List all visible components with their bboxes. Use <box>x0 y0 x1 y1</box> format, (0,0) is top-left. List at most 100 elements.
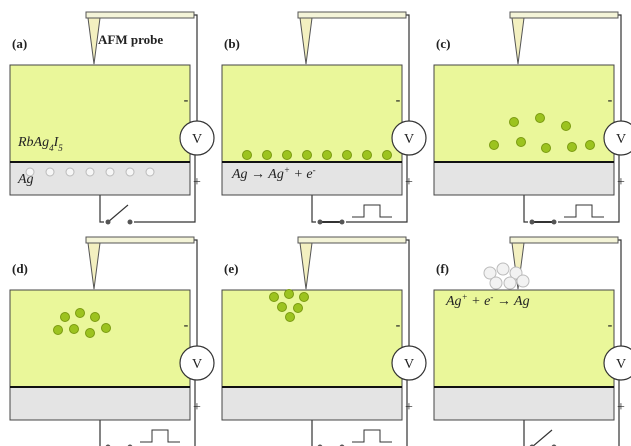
electrolyte <box>222 290 402 387</box>
silver-ion <box>285 290 294 299</box>
silver-ion <box>383 151 392 160</box>
silver-ion <box>510 118 519 127</box>
reaction: Ag+ + e- → Ag <box>445 292 530 309</box>
probe-bar <box>510 237 618 243</box>
voltmeter-label: V <box>616 357 626 372</box>
pulse <box>564 205 604 217</box>
silver-ion <box>542 144 551 153</box>
panel-label: (f) <box>436 261 449 276</box>
silver-atom <box>126 168 134 176</box>
probe-bar <box>298 12 406 18</box>
silver-ion <box>300 293 309 302</box>
minus-sign: - <box>396 93 401 108</box>
voltmeter-label: V <box>404 132 414 147</box>
switch-node <box>128 220 133 225</box>
formula-part: RbAg <box>17 135 49 150</box>
panel: V - + (f) Ag+ + e- → Ag <box>434 237 631 446</box>
silver-atom <box>497 263 509 275</box>
electrode <box>222 387 402 420</box>
silver-atom <box>106 168 114 176</box>
probe-tip <box>300 243 312 289</box>
reaction-part: → Ag <box>493 294 529 309</box>
silver-atom <box>86 168 94 176</box>
plus-sign: + <box>405 400 413 415</box>
probe-tip <box>300 18 312 64</box>
silver-ion <box>323 151 332 160</box>
silver-ion <box>243 151 252 160</box>
reaction-part: + e <box>290 167 313 182</box>
silver-ion <box>278 303 287 312</box>
plus-sign: + <box>617 175 625 190</box>
probe-label: AFM probe <box>98 32 163 47</box>
silver-ion <box>490 141 499 150</box>
silver-ion <box>562 122 571 131</box>
reaction-part: Ag <box>445 294 462 309</box>
switch-node <box>106 220 111 225</box>
silver-ion <box>303 151 312 160</box>
probe-bar <box>86 237 194 243</box>
silver-ion <box>586 141 595 150</box>
silver-atom <box>66 168 74 176</box>
probe-bar <box>298 237 406 243</box>
electrode <box>434 162 614 195</box>
silver-ion <box>76 309 85 318</box>
switch-open <box>532 430 552 446</box>
panel-label: (a) <box>12 36 27 51</box>
probe-tip <box>88 243 100 289</box>
panel-label: (d) <box>12 261 28 276</box>
panel: V-+(c) <box>434 12 631 225</box>
pulse <box>140 430 180 442</box>
electrode <box>434 387 614 420</box>
silver-ion <box>517 138 526 147</box>
silver-ion <box>263 151 272 160</box>
switch-node <box>340 220 345 225</box>
silver-ion <box>70 325 79 334</box>
minus-sign: - <box>184 93 189 108</box>
minus-sign: - <box>396 318 401 333</box>
minus-sign: - <box>608 318 613 333</box>
panel: V - + (e) <box>222 237 426 446</box>
electrode <box>10 387 190 420</box>
silver-ion <box>363 151 372 160</box>
plus-sign: + <box>193 400 201 415</box>
silver-ion <box>86 329 95 338</box>
pulse <box>352 430 392 442</box>
panel-label: (e) <box>224 261 238 276</box>
plus-sign: + <box>405 175 413 190</box>
probe-bar <box>86 12 194 18</box>
silver-ion <box>270 293 279 302</box>
silver-atom <box>504 277 516 289</box>
silver-atom <box>146 168 154 176</box>
pulse <box>352 205 392 217</box>
formula-part: 5 <box>58 143 63 153</box>
silver-ion <box>286 313 295 322</box>
probe-tip <box>512 18 524 64</box>
panel-label: (c) <box>436 36 450 51</box>
silver-ion <box>54 326 63 335</box>
switch-node <box>530 220 535 225</box>
panel: V - + (d) <box>10 237 214 446</box>
switch-node <box>552 220 557 225</box>
silver-ion <box>343 151 352 160</box>
silver-ion <box>61 313 70 322</box>
switch-node <box>318 220 323 225</box>
reaction-part: - <box>313 165 316 175</box>
voltmeter-label: V <box>192 132 202 147</box>
reaction: Ag → Ag+ + e- <box>231 165 316 182</box>
minus-sign: - <box>608 93 613 108</box>
plus-sign: + <box>617 400 625 415</box>
probe-bar <box>510 12 618 18</box>
minus-sign: - <box>184 318 189 333</box>
silver-ion <box>91 313 100 322</box>
silver-atom <box>517 275 529 287</box>
diagram: V-+(a)AFM probeRbAg4I5AgV-+(b)Ag → Ag+ +… <box>0 0 631 446</box>
reaction-part: Ag → Ag <box>231 167 284 182</box>
voltmeter-label: V <box>192 357 202 372</box>
silver-ion <box>536 114 545 123</box>
silver-atom <box>490 277 502 289</box>
electrolyte <box>222 65 402 162</box>
plus-sign: + <box>193 175 201 190</box>
panel: V-+(b)Ag → Ag+ + e- <box>222 12 426 225</box>
silver-ion <box>283 151 292 160</box>
voltmeter-label: V <box>404 357 414 372</box>
